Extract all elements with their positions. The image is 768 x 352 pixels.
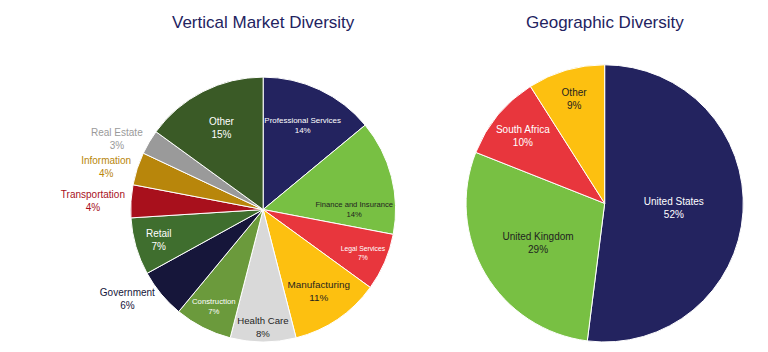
svg-text:Vertical Market Diversity: Vertical Market Diversity <box>172 13 355 32</box>
svg-text:Health Care8%: Health Care8% <box>237 315 288 338</box>
svg-text:Real Estate3%: Real Estate3% <box>91 127 143 151</box>
svg-text:Construction7%: Construction7% <box>192 297 236 316</box>
svg-text:South Africa10%: South Africa10% <box>496 124 550 148</box>
svg-text:Information4%: Information4% <box>81 155 131 179</box>
svg-text:Government6%: Government6% <box>100 287 155 311</box>
svg-text:Professional Services14%: Professional Services14% <box>264 116 341 135</box>
svg-text:Retail7%: Retail7% <box>146 228 172 252</box>
svg-text:Other15%: Other15% <box>209 116 235 140</box>
svg-text:Manufacturing11%: Manufacturing11% <box>287 279 350 303</box>
svg-text:Legal Services7%: Legal Services7% <box>341 245 386 261</box>
svg-text:Transportation4%: Transportation4% <box>61 189 125 213</box>
svg-text:Geographic Diversity: Geographic Diversity <box>526 13 684 32</box>
svg-text:United Kingdom29%: United Kingdom29% <box>502 231 573 255</box>
svg-text:Finance and Insurance14%: Finance and Insurance14% <box>315 200 393 219</box>
svg-text:Other9%: Other9% <box>562 87 588 111</box>
svg-text:United States52%: United States52% <box>644 196 704 220</box>
